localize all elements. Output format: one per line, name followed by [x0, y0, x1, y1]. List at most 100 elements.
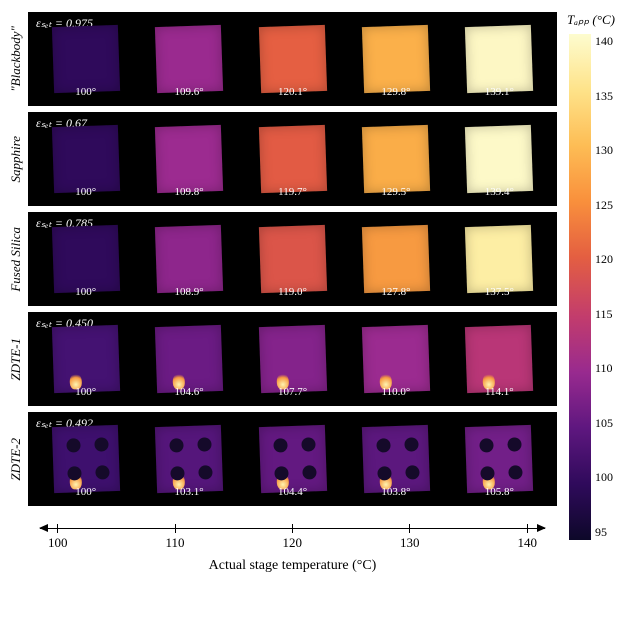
apparent-temp-label: 103.8° — [381, 486, 410, 498]
thermal-strip: εₛₑₜ = 0.67100°109.8°119.7°129.5°139.4° — [28, 112, 557, 206]
sample-square — [465, 325, 533, 393]
rows-area: "Blackbody"εₛₑₜ = 0.975100°109.6°120.1°1… — [8, 12, 557, 620]
sample-square — [52, 425, 120, 493]
thermal-cell: 120.1° — [241, 16, 344, 102]
colorbar-tick-label: 105 — [595, 416, 613, 431]
sample-square — [465, 25, 533, 93]
thermal-cell: 104.4° — [241, 416, 344, 502]
sample-square — [155, 225, 223, 293]
axis-tick: 140 — [517, 524, 537, 551]
axis-tick: 100 — [48, 524, 68, 551]
sample-square — [258, 225, 326, 293]
apparent-temp-label: 109.6° — [175, 86, 204, 98]
sample-square — [465, 425, 533, 493]
thermal-cell: 119.0° — [241, 216, 344, 302]
thermal-cell: 139.4° — [448, 116, 551, 202]
hole — [301, 437, 315, 451]
sample-square — [362, 325, 430, 393]
sample-square — [258, 25, 326, 93]
thermal-cell: 110.0° — [344, 316, 447, 402]
sample-holes — [155, 425, 223, 493]
apparent-temp-label: 100° — [75, 386, 96, 398]
apparent-temp-label: 103.1° — [175, 486, 204, 498]
tick-mark — [527, 524, 528, 533]
row-label: Fused Silica — [8, 227, 28, 292]
thermal-cell: 119.7° — [241, 116, 344, 202]
thermal-cell: 105.8° — [448, 416, 551, 502]
hole — [480, 438, 494, 452]
hole — [197, 437, 211, 451]
apparent-temp-label: 139.1° — [485, 86, 514, 98]
apparent-temp-label: 129.8° — [381, 86, 410, 98]
sample-square — [155, 25, 223, 93]
apparent-temp-label: 139.4° — [485, 186, 514, 198]
thermal-cell: 100° — [34, 316, 137, 402]
apparent-temp-label: 100° — [75, 86, 96, 98]
tick-label: 100 — [48, 535, 68, 551]
thermal-cell: 127.8° — [344, 216, 447, 302]
apparent-temp-label: 107.7° — [278, 386, 307, 398]
sample-square — [258, 325, 326, 393]
sample-holes — [362, 425, 430, 493]
thermal-strip: εₛₑₜ = 0.975100°109.6°120.1°129.8°139.1° — [28, 12, 557, 106]
axis-tick: 110 — [165, 524, 184, 551]
thermal-figure: "Blackbody"εₛₑₜ = 0.975100°109.6°120.1°1… — [8, 12, 625, 620]
tick-label: 110 — [165, 535, 184, 551]
sample-square — [52, 125, 120, 193]
apparent-temp-label: 127.8° — [381, 286, 410, 298]
hole — [169, 438, 183, 452]
tick-label: 120 — [283, 535, 303, 551]
thermal-cell: 103.1° — [137, 416, 240, 502]
colorbar-tick-label: 120 — [595, 252, 613, 267]
hole — [66, 438, 80, 452]
thermal-cell: 100° — [34, 116, 137, 202]
colorbar-tick-label: 110 — [595, 361, 613, 376]
hole — [94, 437, 108, 451]
colorbar-tick-label: 125 — [595, 198, 613, 213]
thermal-cell: 100° — [34, 416, 137, 502]
colorbar-area: Tₐₚₚ (°C) 14013513012512011511010510095 — [557, 12, 625, 620]
sample-square — [465, 225, 533, 293]
sample-square — [155, 325, 223, 393]
sample-square — [155, 125, 223, 193]
tick-mark — [175, 524, 176, 533]
thermal-cell: 129.5° — [344, 116, 447, 202]
thermal-cell: 107.7° — [241, 316, 344, 402]
row-fused-silica: Fused Silicaεₛₑₜ = 0.785100°108.9°119.0°… — [8, 212, 557, 306]
hole — [170, 466, 184, 480]
row-label: ZDTE-1 — [8, 338, 28, 381]
hole — [273, 438, 287, 452]
sample-square — [52, 25, 120, 93]
sample-square — [362, 25, 430, 93]
apparent-temp-label: 119.0° — [278, 286, 307, 298]
hole — [67, 466, 81, 480]
apparent-temp-label: 104.6° — [175, 386, 204, 398]
apparent-temp-label: 108.9° — [175, 286, 204, 298]
colorbar-gradient — [569, 34, 591, 540]
apparent-temp-label: 129.5° — [381, 186, 410, 198]
apparent-temp-label: 137.5° — [485, 286, 514, 298]
row-blackbody: "Blackbody"εₛₑₜ = 0.975100°109.6°120.1°1… — [8, 12, 557, 106]
tick-label: 140 — [517, 535, 537, 551]
thermal-cell: 108.9° — [137, 216, 240, 302]
axis-ticks: 100110120130140 — [48, 524, 537, 551]
thermal-cell: 109.8° — [137, 116, 240, 202]
apparent-temp-label: 109.8° — [175, 186, 204, 198]
hole — [508, 437, 522, 451]
sample-square — [362, 125, 430, 193]
row-label: "Blackbody" — [8, 26, 28, 92]
apparent-temp-label: 114.1° — [485, 386, 514, 398]
thermal-cell: 100° — [34, 216, 137, 302]
hole — [198, 465, 212, 479]
axis-tick: 120 — [283, 524, 303, 551]
row-zdte-1: ZDTE-1εₛₑₜ = 0.450100°104.6°107.7°110.0°… — [8, 312, 557, 406]
sample-square — [362, 425, 430, 493]
tick-mark — [409, 524, 410, 533]
thermal-cell: 139.1° — [448, 16, 551, 102]
hole — [405, 465, 419, 479]
sample-square — [52, 325, 120, 393]
apparent-temp-label: 100° — [75, 186, 96, 198]
thermal-cell: 104.6° — [137, 316, 240, 402]
colorbar-title: Tₐₚₚ (°C) — [567, 12, 615, 28]
thermal-cell: 114.1° — [448, 316, 551, 402]
